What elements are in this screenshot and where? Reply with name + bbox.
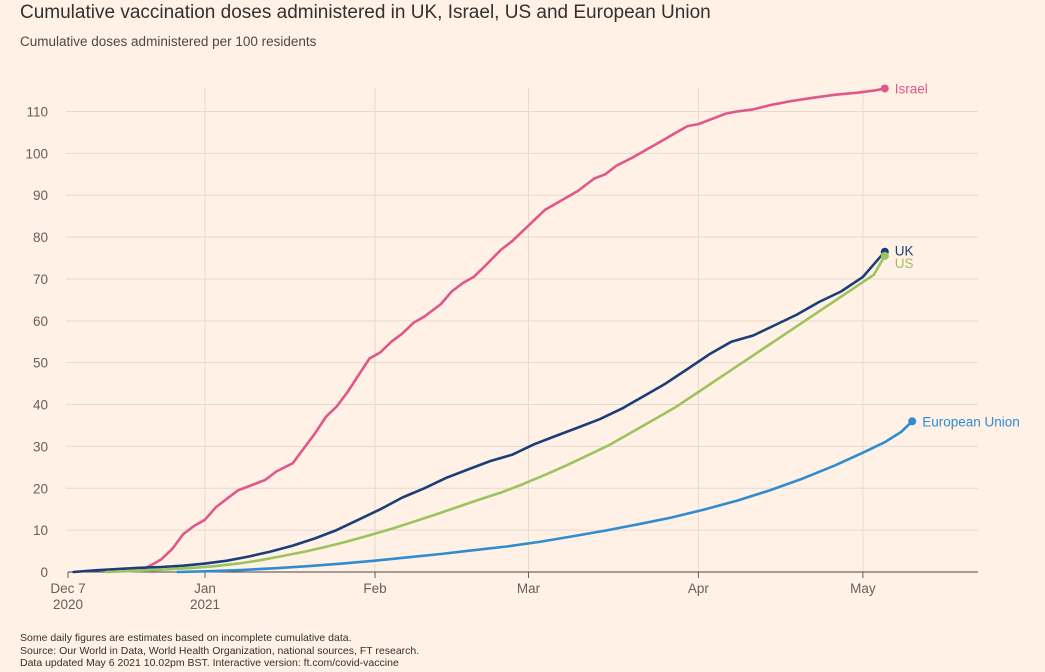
series-label-european-union: European Union: [922, 414, 1020, 429]
series-line-us: [105, 254, 887, 574]
x-tick-label: May: [850, 581, 876, 596]
y-tick-label: 80: [33, 230, 48, 245]
gridlines: [66, 88, 978, 578]
series-label-israel: Israel: [895, 81, 928, 96]
y-tick-label: 20: [33, 481, 48, 496]
x-tick-label: Dec 7: [50, 581, 85, 596]
footer-source: Source: Our World in Data, World Health …: [20, 644, 420, 657]
y-tick-label: 100: [25, 146, 48, 161]
series-end-marker-european-union: [908, 417, 917, 426]
x-tick-label: Apr: [688, 581, 710, 596]
series-line-israel: [138, 87, 887, 573]
series-line-european-union: [176, 420, 914, 574]
y-tick-label: 90: [33, 188, 48, 203]
series-line-uk: [72, 250, 887, 574]
series-lines: [72, 84, 917, 574]
x-tick-label-year: 2021: [190, 597, 220, 612]
y-tick-label: 0: [40, 565, 48, 580]
y-axis-tick-labels: 0 10 20 30 40 50 60 70 80 90 100 110: [25, 104, 48, 580]
y-tick-label: 110: [26, 104, 48, 119]
series-end-marker-us: [880, 251, 889, 260]
y-tick-label: 50: [33, 356, 48, 371]
y-tick-label: 10: [33, 523, 48, 538]
chart-title: Cumulative vaccination doses administere…: [20, 2, 711, 23]
x-tick-label-year: 2020: [53, 597, 83, 612]
y-tick-label: 30: [33, 439, 48, 454]
x-tick-label: Jan: [194, 581, 216, 596]
y-tick-label: 60: [33, 314, 48, 329]
x-tick-label: Mar: [517, 581, 541, 596]
x-tick-label: Feb: [363, 581, 386, 596]
footer-updated: Data updated May 6 2021 10.02pm BST. Int…: [20, 657, 399, 669]
chart-subtitle: Cumulative doses administered per 100 re…: [20, 34, 317, 49]
series-label-us: US: [895, 256, 914, 271]
series-end-marker-israel: [880, 84, 889, 93]
y-tick-label: 40: [33, 398, 48, 413]
chart-footer: Some daily figures are estimates based o…: [20, 632, 419, 670]
series-label-uk: UK: [895, 244, 914, 259]
footer-note: Some daily figures are estimates based o…: [20, 632, 352, 644]
y-tick-label: 70: [33, 272, 48, 287]
